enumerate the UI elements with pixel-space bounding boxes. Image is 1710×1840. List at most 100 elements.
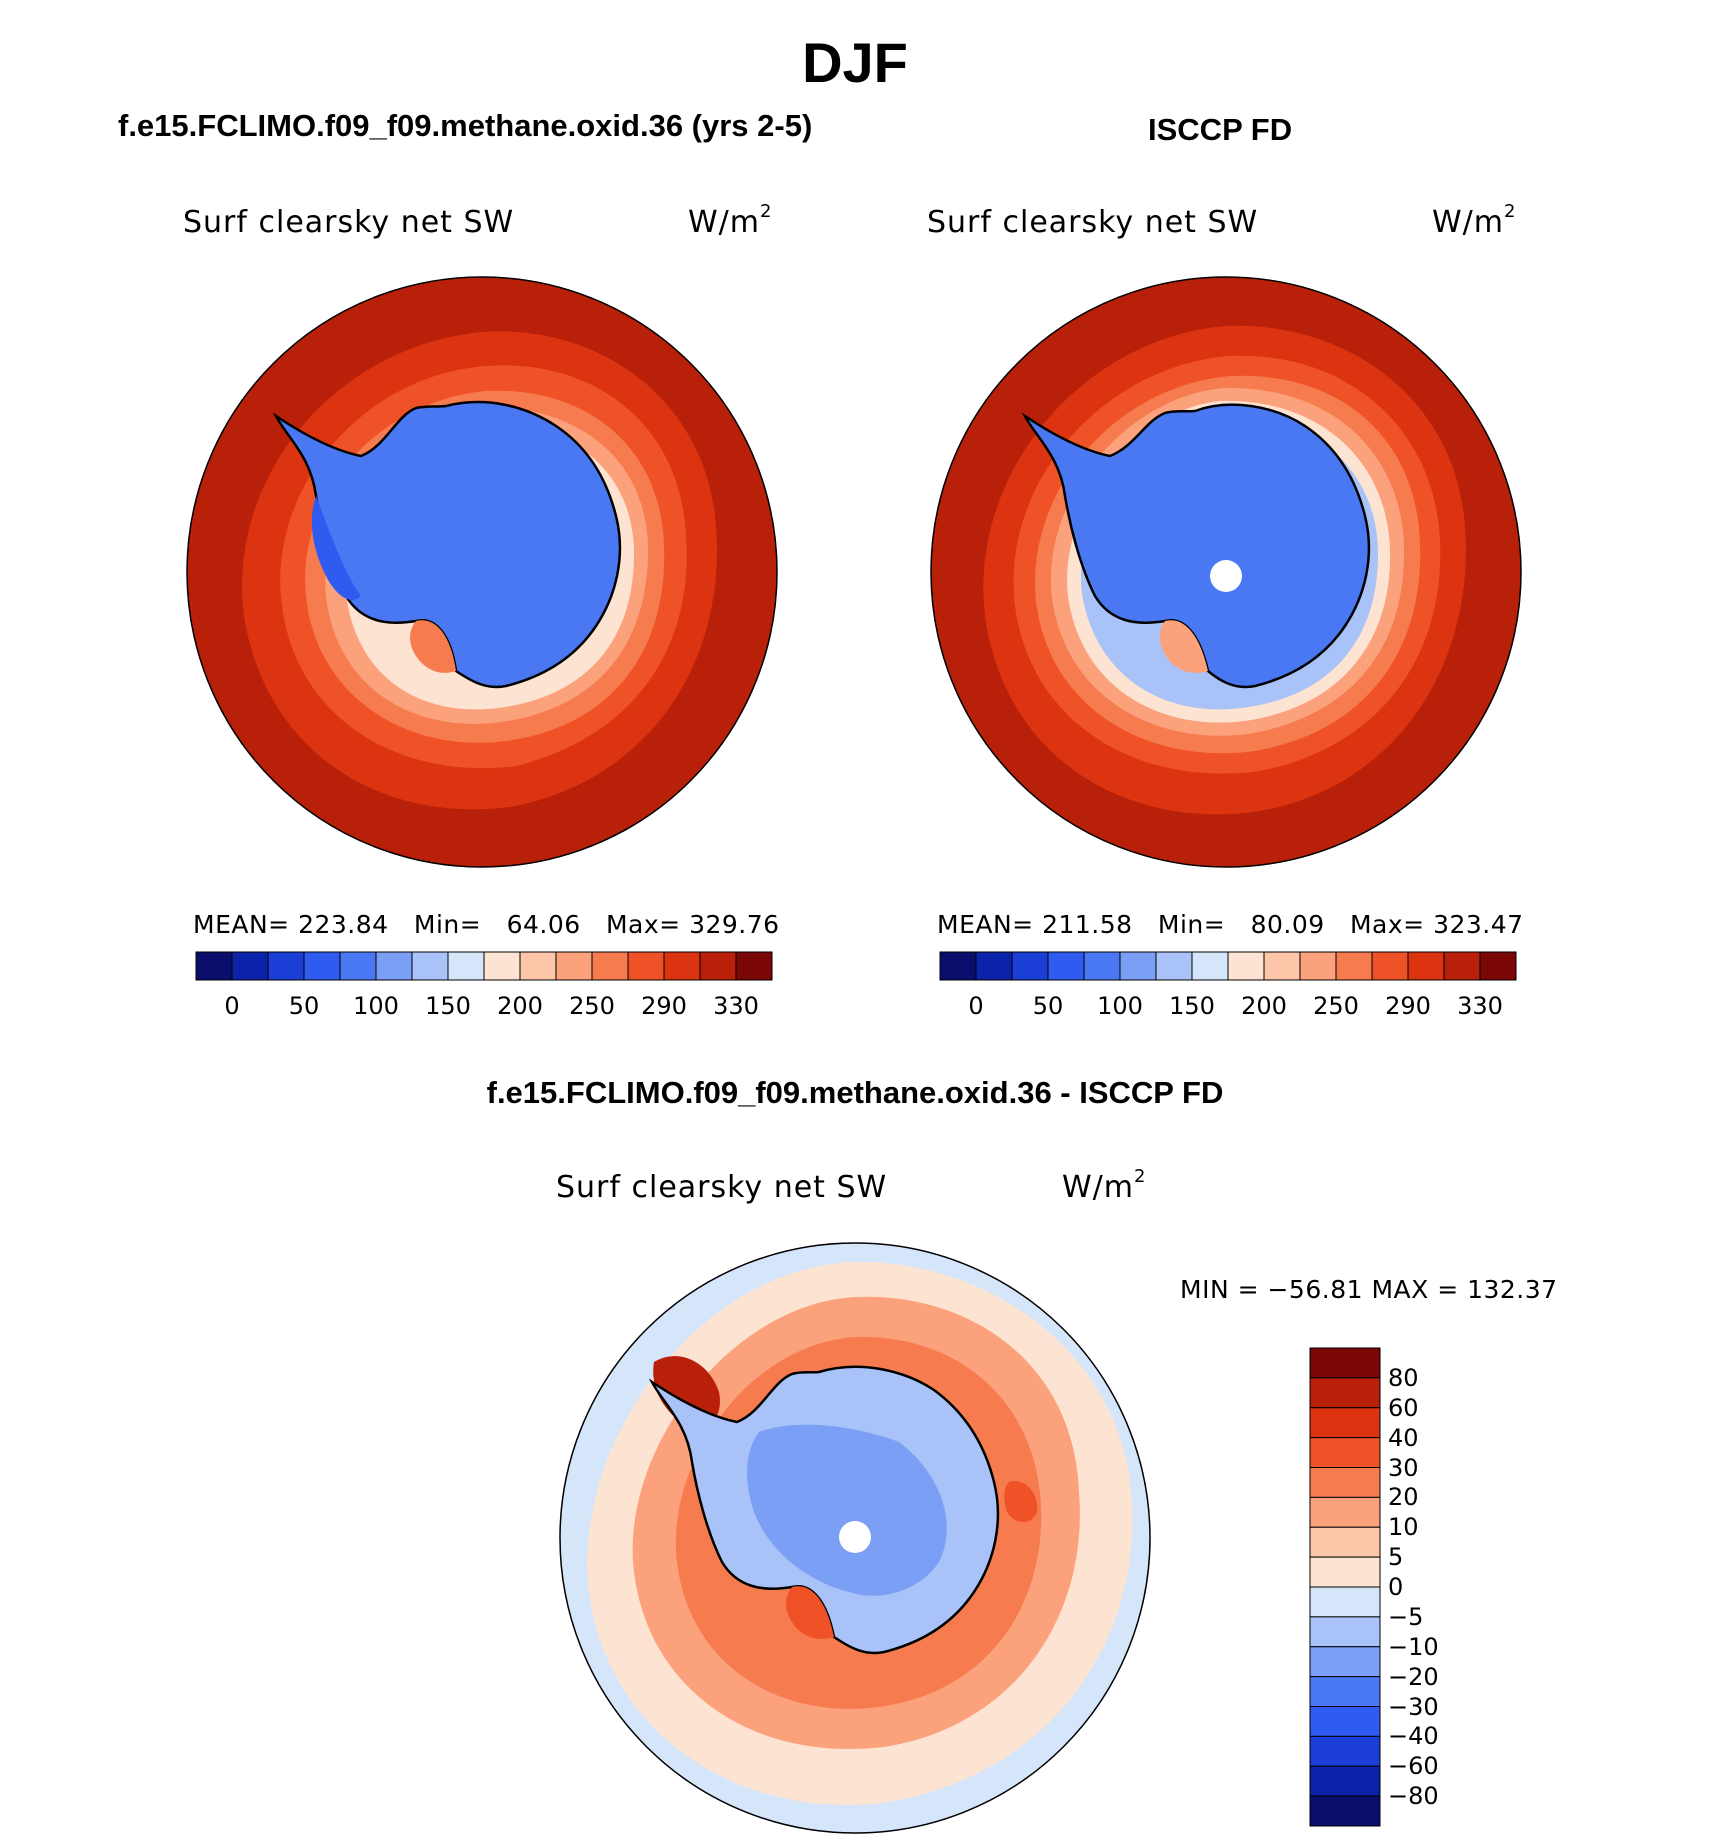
obs-colorbar-swatch — [1371, 951, 1409, 981]
diff-colorbar-swatch — [1309, 1347, 1381, 1379]
diff-red-patch-east — [1004, 1481, 1038, 1523]
model-colorbar-tick-label: 250 — [569, 992, 615, 1020]
model-colorbar-swatch — [411, 951, 449, 981]
figure-title: DJF — [802, 31, 908, 94]
model-colorbar-swatch — [195, 951, 233, 981]
pole-hole — [839, 1521, 871, 1553]
diff-colorbar-tick-label: 5 — [1388, 1543, 1404, 1572]
model-colorbar-swatch — [483, 951, 521, 981]
diff-colorbar-tick-label: 40 — [1388, 1423, 1419, 1452]
diff-minmax: MIN = −56.81 MAX = 132.37 — [1180, 1275, 1558, 1304]
diff-panel-title: f.e15.FCLIMO.f09_f09.methane.oxid.36 - I… — [486, 1075, 1224, 1110]
model-colorbar-tick-label: 200 — [497, 992, 543, 1020]
model-colorbar-tick-label: 0 — [224, 992, 240, 1020]
obs-stats: MEAN= 211.58 Min= 80.09 Max= 323.47 — [937, 910, 1524, 939]
model-colorbar-tick-label: 290 — [641, 992, 687, 1020]
model-colorbar-swatch — [231, 951, 269, 981]
model-colorbar-tick-label: 50 — [288, 992, 320, 1020]
model-colorbar-tick-label: 150 — [425, 992, 471, 1020]
obs-colorbar-swatch — [1299, 951, 1337, 981]
obs-polar-map — [930, 276, 1522, 868]
obs-colorbar-swatch — [1047, 951, 1085, 981]
diff-colorbar-swatch — [1309, 1526, 1381, 1558]
obs-colorbar-swatch — [1335, 951, 1373, 981]
diff-colorbar-tick-label: −80 — [1388, 1782, 1439, 1811]
diff-colorbar-tick-label: −40 — [1388, 1722, 1439, 1751]
model-colorbar — [195, 951, 773, 981]
model-colorbar-swatch — [663, 951, 701, 981]
diff-colorbar-tick-label: 80 — [1388, 1363, 1419, 1392]
west-antarctica-dark — [311, 496, 361, 600]
model-colorbar-swatch — [699, 951, 737, 981]
obs-colorbar-tick-label: 150 — [1169, 992, 1215, 1020]
diff-colorbar-tick-label: −20 — [1388, 1662, 1439, 1691]
model-colorbar-swatch — [591, 951, 629, 981]
diff-polar-map — [559, 1242, 1151, 1834]
diff-colorbar-swatch — [1309, 1676, 1381, 1707]
obs-panel-title: ISCCP FD — [1148, 112, 1293, 147]
diff-colorbar-swatch — [1309, 1377, 1381, 1409]
obs-colorbar-swatch — [1011, 951, 1049, 981]
obs-colorbar-swatch — [939, 951, 977, 981]
diff-blue-inner — [747, 1424, 947, 1596]
ross-ice-shelf — [1159, 620, 1208, 673]
obs-colorbar-swatch — [1263, 951, 1301, 981]
diff-colorbar-tick-label: 60 — [1388, 1393, 1419, 1422]
diff-colorbar-tick-label: 0 — [1388, 1573, 1404, 1601]
ross-sector-red — [786, 1586, 834, 1639]
diff-field-label: Surf clearsky net SW — [556, 1170, 888, 1205]
model-colorbar-labels: 0 50 100 150 200 250 290 330 — [196, 992, 772, 1022]
model-colorbar-swatch — [735, 951, 773, 981]
model-units: W/m2 — [688, 201, 773, 240]
diff-colorbar-tick-label: −5 — [1388, 1602, 1424, 1631]
obs-colorbar-tick-label: 0 — [968, 992, 984, 1020]
obs-colorbar-tick-label: 50 — [1032, 992, 1064, 1020]
model-field-label: Surf clearsky net SW — [183, 205, 515, 240]
model-colorbar-swatch — [303, 951, 341, 981]
obs-colorbar-tick-label: 100 — [1097, 992, 1143, 1020]
diff-colorbar-tick-label: 30 — [1388, 1453, 1419, 1482]
obs-colorbar-swatch — [1407, 951, 1445, 981]
diff-colorbar-swatch — [1309, 1795, 1381, 1827]
diff-colorbar-swatch — [1309, 1765, 1381, 1797]
model-colorbar-swatch — [339, 951, 377, 981]
diff-colorbar-swatch — [1309, 1467, 1381, 1498]
model-colorbar-swatch — [555, 951, 593, 981]
diff-colorbar-tick-label: 10 — [1388, 1513, 1419, 1542]
model-colorbar-tick-label: 100 — [353, 992, 399, 1020]
diff-colorbar-swatch — [1309, 1496, 1381, 1528]
diff-colorbar-swatch — [1309, 1556, 1381, 1588]
obs-colorbar-tick-label: 200 — [1241, 992, 1287, 1020]
diff-colorbar-tick-label: −10 — [1388, 1632, 1439, 1661]
model-polar-map — [186, 276, 778, 868]
diff-colorbar-swatch — [1309, 1616, 1381, 1648]
diff-units: W/m2 — [1062, 1166, 1147, 1205]
model-colorbar-swatch — [375, 951, 413, 981]
diff-colorbar-swatch — [1309, 1735, 1381, 1767]
obs-colorbar-tick-label: 250 — [1313, 992, 1359, 1020]
model-stats: MEAN= 223.84 Min= 64.06 Max= 329.76 — [193, 910, 780, 939]
diff-colorbar-swatch — [1309, 1437, 1381, 1468]
diff-colorbar-swatch — [1309, 1407, 1381, 1439]
antarctica-continent — [1021, 403, 1371, 689]
diff-colorbar-tick-label: 20 — [1388, 1483, 1419, 1512]
pole-hole — [1210, 560, 1242, 592]
obs-field-label: Surf clearsky net SW — [927, 205, 1259, 240]
diff-colorbar-swatch — [1309, 1706, 1381, 1737]
obs-colorbar — [939, 951, 1517, 981]
ross-ice-shelf — [410, 620, 456, 673]
model-colorbar-swatch — [627, 951, 665, 981]
model-colorbar-tick-label: 330 — [713, 992, 759, 1020]
obs-colorbar-tick-label: 290 — [1385, 992, 1431, 1020]
obs-colorbar-swatch — [1443, 951, 1481, 981]
obs-colorbar-tick-label: 330 — [1457, 992, 1503, 1020]
diff-colorbar — [1309, 1347, 1381, 1827]
diff-colorbar-tick-label: −30 — [1388, 1692, 1439, 1721]
obs-colorbar-swatch — [1083, 951, 1121, 981]
model-panel-title: f.e15.FCLIMO.f09_f09.methane.oxid.36 (yr… — [118, 108, 813, 143]
obs-colorbar-swatch — [1227, 951, 1265, 981]
obs-colorbar-swatch — [975, 951, 1013, 981]
model-colorbar-swatch — [519, 951, 557, 981]
obs-colorbar-swatch — [1119, 951, 1157, 981]
model-colorbar-swatch — [447, 951, 485, 981]
